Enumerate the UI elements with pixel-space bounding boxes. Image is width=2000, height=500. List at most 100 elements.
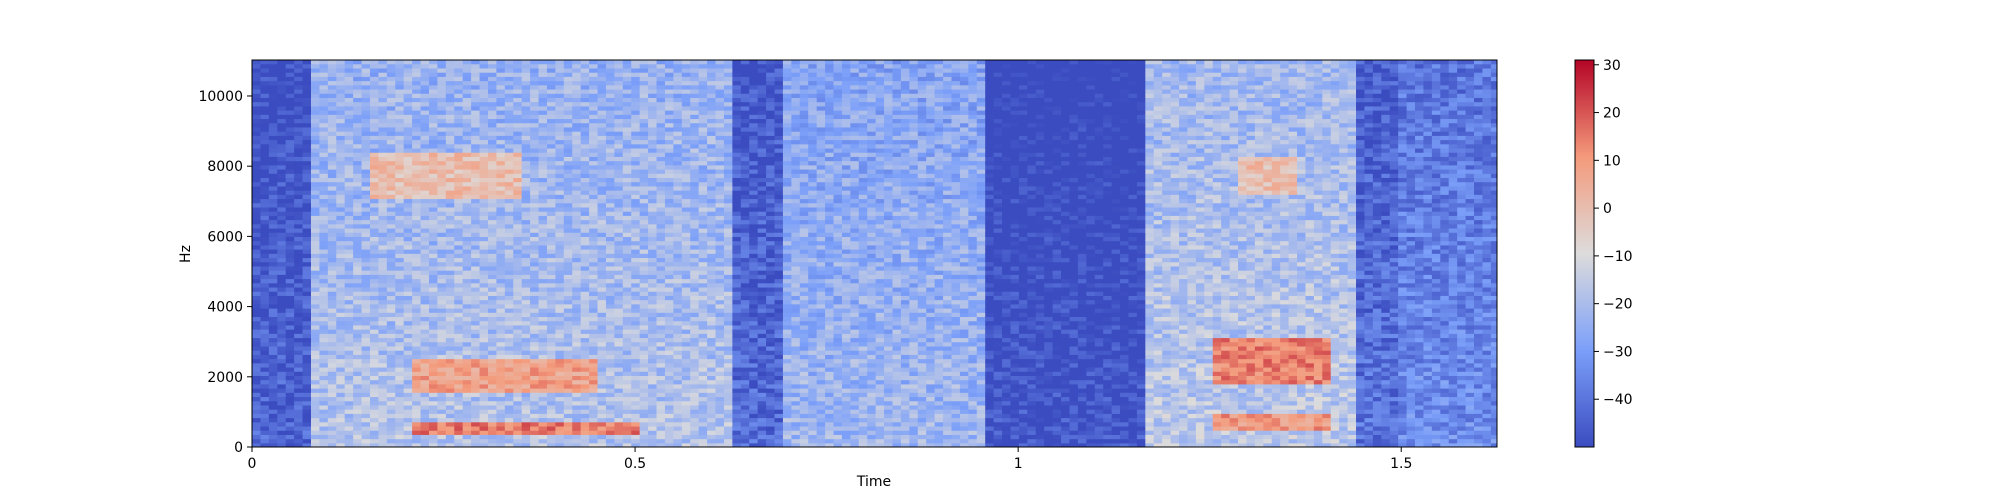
- spectrogram-cell: [302, 147, 312, 153]
- spectrogram-cell: [361, 198, 371, 204]
- spectrogram-cell: [428, 392, 439, 398]
- spectrogram-cell: [294, 438, 304, 444]
- spectrogram-cell: [336, 362, 346, 368]
- spectrogram-cell: [378, 413, 388, 419]
- spectrogram-cell: [294, 421, 304, 427]
- spectrogram-cell: [445, 354, 455, 360]
- spectrogram-cell: [454, 354, 464, 360]
- spectrogram-cell: [605, 417, 615, 423]
- spectrogram-cell: [378, 215, 388, 221]
- spectrogram-cell: [294, 223, 304, 229]
- spectrogram-cell: [479, 60, 489, 65]
- spectrogram-cell: [386, 337, 396, 343]
- spectrogram-cell: [631, 270, 641, 275]
- spectrogram-cell: [252, 388, 262, 393]
- spectrogram-cell: [471, 215, 481, 221]
- spectrogram-cell: [454, 286, 464, 292]
- spectrogram-cell: [437, 438, 447, 444]
- spectrogram-cell: [471, 60, 481, 65]
- spectrogram-cell: [580, 190, 590, 195]
- spectrogram-cell: [454, 202, 464, 208]
- spectrogram-cell: [319, 67, 329, 73]
- spectrogram-cell: [513, 164, 523, 170]
- spectrogram-cell: [369, 131, 380, 136]
- spectrogram-cell: [471, 345, 481, 351]
- spectrogram-cell: [664, 257, 674, 263]
- spectrogram-cell: [656, 375, 666, 381]
- spectrogram-cell: [445, 337, 455, 343]
- spectrogram-cell: [310, 358, 321, 364]
- spectrogram-cell: [428, 425, 439, 431]
- spectrogram-cell: [648, 202, 658, 208]
- spectrogram-cell: [361, 139, 371, 145]
- spectrogram-cell: [386, 139, 396, 145]
- spectrogram-cell: [268, 156, 278, 162]
- spectrogram-cell: [353, 324, 363, 330]
- spectrogram-cell: [437, 434, 447, 440]
- spectrogram-cell: [369, 227, 380, 233]
- spectrogram-cell: [664, 156, 674, 162]
- spectrogram-cell: [580, 76, 590, 82]
- spectrogram-cell: [487, 341, 498, 347]
- spectrogram-cell: [420, 425, 430, 431]
- spectrogram-cell: [395, 291, 405, 296]
- spectrogram-cell: [597, 118, 607, 124]
- spectrogram-cell: [530, 105, 540, 111]
- spectrogram-cell: [420, 147, 430, 153]
- spectrogram-cell: [648, 354, 658, 360]
- spectrogram-cell: [580, 93, 590, 98]
- spectrogram-cell: [546, 211, 556, 216]
- spectrogram-cell: [403, 219, 413, 225]
- spectrogram-cell: [268, 147, 278, 153]
- spectrogram-cell: [639, 206, 649, 212]
- spectrogram-cell: [403, 206, 413, 212]
- spectrogram-cell: [344, 122, 354, 128]
- spectrogram-cell: [513, 400, 523, 406]
- spectrogram-cell: [344, 354, 354, 360]
- spectrogram-cell: [403, 202, 413, 208]
- spectrogram-cell: [707, 375, 717, 381]
- spectrogram-cell: [445, 392, 455, 398]
- spectrogram-cell: [386, 366, 396, 372]
- spectrogram-cell: [471, 143, 481, 149]
- spectrogram-cell: [344, 308, 354, 313]
- spectrogram-cell: [403, 299, 413, 305]
- spectrogram-cell: [681, 219, 691, 225]
- spectrogram-cell: [277, 190, 287, 195]
- spectrogram-cell: [454, 67, 464, 73]
- spectrogram-cell: [294, 299, 304, 305]
- spectrogram-cell: [664, 388, 674, 393]
- spectrogram-cell: [310, 185, 321, 191]
- spectrogram-cell: [327, 329, 337, 334]
- spectrogram-cell: [353, 345, 363, 351]
- spectrogram-cell: [428, 110, 439, 115]
- spectrogram-cell: [673, 177, 683, 183]
- spectrogram-cell: [673, 375, 683, 381]
- spectrogram-cell: [479, 80, 489, 86]
- spectrogram-cell: [521, 341, 531, 347]
- spectrogram-cell: [361, 274, 371, 280]
- spectrogram-cell: [277, 223, 287, 229]
- spectrogram-cell: [504, 84, 514, 90]
- spectrogram-cell: [622, 362, 632, 368]
- spectrogram-cell: [252, 67, 262, 73]
- spectrogram-cell: [252, 257, 262, 263]
- spectrogram-cell: [361, 240, 371, 246]
- spectrogram-cell: [319, 76, 329, 82]
- spectrogram-cell: [487, 286, 498, 292]
- spectrogram-cell: [294, 324, 304, 330]
- spectrogram-cell: [673, 110, 683, 115]
- spectrogram-cell: [513, 329, 523, 334]
- spectrogram-cell: [252, 147, 262, 153]
- spectrogram-cell: [327, 164, 337, 170]
- spectrogram-cell: [513, 194, 523, 200]
- spectrogram-cell: [673, 400, 683, 406]
- spectrogram-cell: [563, 261, 573, 267]
- spectrogram-cell: [386, 131, 396, 136]
- spectrogram-cell: [698, 101, 708, 107]
- spectrogram-cell: [302, 160, 312, 166]
- spectrogram-cell: [361, 421, 371, 427]
- spectrogram-cell: [294, 84, 304, 90]
- spectrogram-cell: [546, 194, 556, 200]
- spectrogram-cell: [437, 320, 447, 326]
